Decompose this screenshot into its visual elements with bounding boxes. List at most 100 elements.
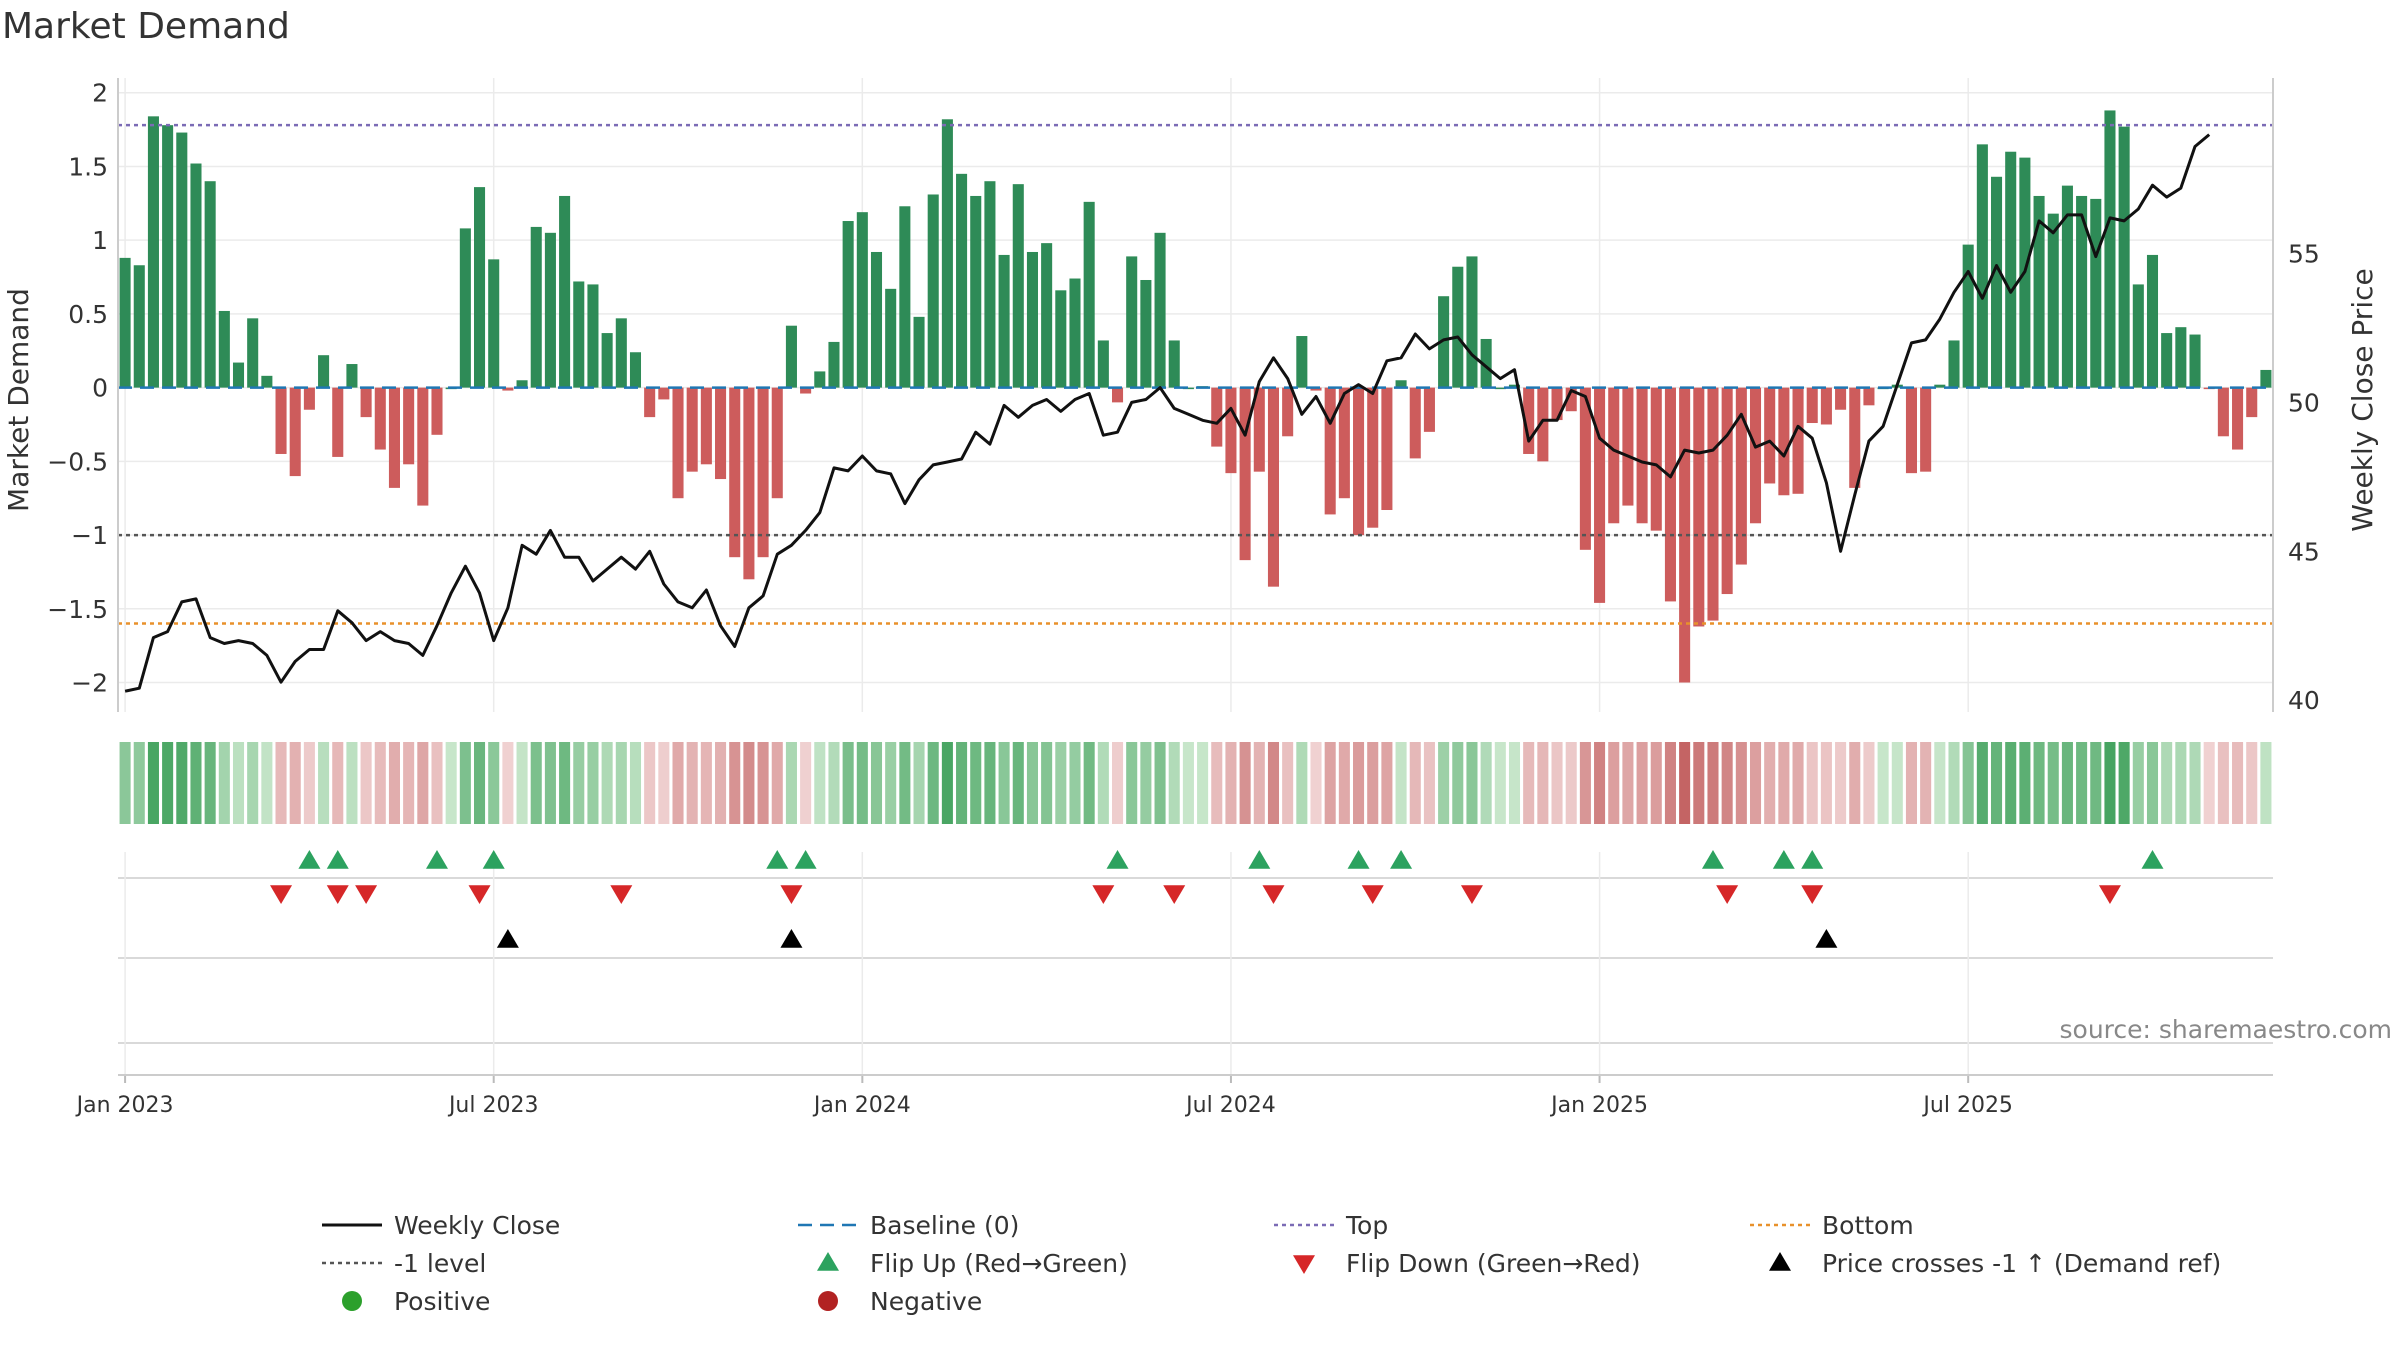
heat-cell (1551, 742, 1563, 824)
x-tick-label: Jan 2025 (1549, 1093, 1648, 1118)
weekly-close-line (124, 133, 2211, 693)
legend-item: Flip Down (Green→Red) (1293, 1249, 1641, 1278)
heat-cell (1367, 742, 1379, 824)
flip-down-marker (1716, 885, 1739, 904)
demand-bar (403, 387, 415, 465)
demand-bar (1537, 387, 1549, 462)
heat-cell (1324, 742, 1336, 824)
demand-bar (2175, 327, 2187, 388)
heat-cell (629, 742, 642, 824)
heat-cell (913, 742, 925, 824)
heat-cell (601, 742, 613, 824)
demand-bar (1551, 387, 1563, 421)
demand-bar (1636, 387, 1648, 524)
heat-cell (800, 742, 812, 824)
flip-down-marker (270, 885, 293, 904)
demand-bar (1707, 387, 1719, 621)
heat-cell (1537, 742, 1549, 824)
heat-cell (530, 742, 542, 824)
heat-cell (1494, 742, 1506, 824)
demand-bar (1735, 387, 1747, 565)
heat-cell (1154, 742, 1166, 824)
demand-bar (176, 132, 188, 388)
heat-cell (970, 742, 982, 824)
heat-cell (218, 742, 230, 824)
demand-bar (743, 387, 755, 580)
demand-bar (1721, 387, 1733, 595)
heat-cell (1664, 742, 1676, 824)
flip-down-marker (2098, 885, 2121, 904)
heat-cell (1395, 742, 1407, 824)
heat-cell (2061, 742, 2073, 824)
demand-bar (1310, 387, 1322, 391)
demand-bar (1438, 296, 1450, 388)
heat-cell (1338, 742, 1350, 824)
flip-up-marker (1772, 850, 1795, 869)
demand-bar (388, 387, 400, 488)
heat-cell (644, 742, 656, 824)
heat-cell (303, 742, 315, 824)
heat-cell (133, 742, 145, 824)
demand-bar (1239, 387, 1251, 561)
demand-bar (998, 254, 1010, 388)
demand-bar (2090, 198, 2102, 388)
legend-label: Negative (870, 1287, 982, 1316)
demand-bar (332, 387, 344, 457)
legend-item: Baseline (0) (798, 1211, 1019, 1240)
demand-bar (2132, 284, 2144, 388)
demand-bar (1041, 243, 1053, 388)
x-tick-label: Jul 2024 (1184, 1093, 1276, 1118)
y-tick-label: 1 (92, 226, 108, 255)
demand-bar (1806, 387, 1818, 424)
source-note: source: sharemaestro.com (2060, 1015, 2393, 1044)
demand-bars (119, 110, 2272, 683)
demand-bar (1395, 380, 1407, 388)
demand-bar (1069, 278, 1081, 388)
heat-cell (686, 742, 698, 824)
heat-cell (785, 742, 797, 824)
flip-down-marker (1801, 885, 1824, 904)
demand-bar (842, 221, 854, 388)
legend-item: Positive (342, 1287, 490, 1316)
heat-cell (2047, 742, 2059, 824)
heat-cell (1934, 742, 1946, 824)
flip-up-marker (425, 850, 448, 869)
demand-bar (1594, 387, 1606, 603)
demand-bar (1523, 387, 1535, 454)
y2-tick-label: 45 (2288, 537, 2320, 566)
demand-bar (941, 119, 953, 388)
demand-bar (303, 387, 315, 410)
heat-cell (1749, 742, 1762, 824)
heat-cell (941, 742, 953, 824)
demand-bar (1211, 387, 1223, 447)
y-axis-label: Market Demand (2, 288, 35, 512)
heat-cell (1182, 742, 1194, 824)
demand-bar (956, 173, 968, 388)
demand-bar (601, 333, 613, 388)
legend-label: -1 level (394, 1249, 486, 1278)
heat-cell (119, 742, 131, 824)
heat-cell (1622, 742, 1634, 824)
demand-bar (1835, 387, 1847, 410)
demand-bar (615, 318, 627, 388)
event-markers (118, 850, 2273, 1076)
demand-bar (885, 288, 897, 388)
flip-down-marker (1163, 885, 1186, 904)
heat-cell (1976, 742, 1988, 824)
heat-cell (700, 742, 712, 824)
demand-bar (1962, 244, 1974, 388)
heat-cell (459, 742, 471, 824)
heat-cell (1806, 742, 1818, 824)
heat-cell (1523, 742, 1535, 824)
demand-bar (1168, 340, 1180, 388)
heat-cell (1140, 742, 1152, 824)
legend-label: Flip Up (Red→Green) (870, 1249, 1128, 1278)
demand-bar (1693, 387, 1705, 627)
demand-bar (2118, 126, 2130, 388)
heat-cell (899, 742, 911, 824)
heat-cell (1239, 742, 1251, 824)
demand-bar (1480, 338, 1492, 388)
heat-cell (147, 742, 159, 824)
y-tick-label: 2 (92, 79, 108, 108)
heat-cell (885, 742, 897, 824)
